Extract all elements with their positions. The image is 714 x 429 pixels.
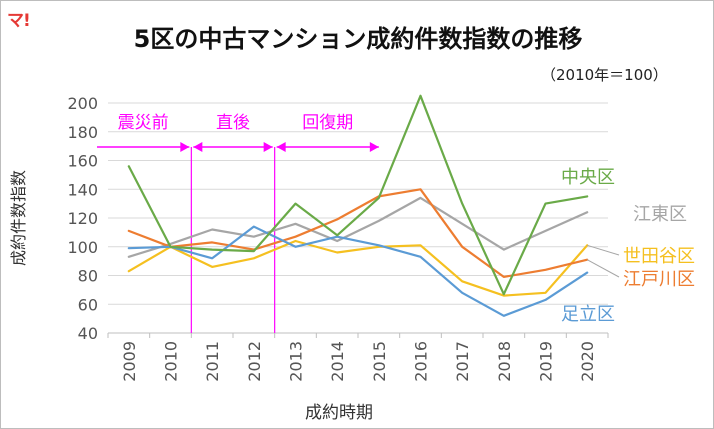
x-tick-label-2013: 2013	[287, 341, 306, 382]
series-line-江東区	[127, 196, 589, 258]
y-tick-label-140: 140	[67, 180, 98, 199]
series-label-世田谷区: 世田谷区	[623, 246, 695, 267]
chart-title: 5区の中古マンション成約件数指数の推移	[133, 25, 583, 53]
y-tick-label-120: 120	[67, 209, 98, 228]
series-line-中央区	[127, 94, 589, 296]
y-tick-label-60: 60	[78, 295, 98, 314]
period-label-3: 回復期	[302, 113, 353, 133]
brand-logo: マ!	[7, 11, 31, 31]
x-tick-label-2012: 2012	[245, 341, 264, 382]
series-label-江東区: 江東区	[633, 204, 687, 225]
series-label-足立区: 足立区	[561, 304, 615, 325]
series-line-江戸川区	[127, 188, 589, 278]
leader-line-setagaya	[587, 244, 620, 256]
y-tick-label-80: 80	[78, 267, 98, 286]
x-axis-label: 成約時期	[305, 403, 373, 423]
period-label-1: 震災前	[118, 113, 169, 133]
period-arrowhead-right-2	[263, 142, 273, 152]
series-line-世田谷区	[127, 239, 589, 297]
x-tick-label-2017: 2017	[453, 341, 472, 382]
series-label-江戸川区: 江戸川区	[623, 269, 695, 290]
x-tick-label-2019: 2019	[537, 341, 556, 382]
x-tick-label-2020: 2020	[578, 341, 597, 382]
y-tick-label-180: 180	[67, 123, 98, 142]
x-tick-label-2016: 2016	[412, 341, 431, 382]
period-arrowhead-right-1	[180, 142, 190, 152]
y-tick-label-40: 40	[78, 324, 98, 343]
y-tick-label-100: 100	[67, 238, 98, 257]
period-arrowhead-right-3	[369, 142, 379, 152]
x-tick-label-2018: 2018	[495, 341, 514, 382]
leader-line-edogawa	[586, 259, 620, 278]
x-tick-label-2014: 2014	[328, 341, 347, 382]
y-tick-label-160: 160	[67, 152, 98, 171]
period-label-2: 直後	[216, 113, 250, 133]
series-label-中央区: 中央区	[561, 167, 615, 188]
series-line-足立区	[127, 225, 589, 317]
x-tick-label-2010: 2010	[162, 341, 181, 382]
period-arrowhead-left-2	[193, 142, 203, 152]
chart-subtitle: （2010年＝100）	[541, 66, 668, 84]
y-tick-label-200: 200	[67, 94, 98, 113]
x-tick-label-2009: 2009	[120, 341, 139, 382]
period-arrowhead-left-3	[276, 142, 286, 152]
x-tick-label-2011: 2011	[203, 341, 222, 382]
x-tick-label-2015: 2015	[370, 341, 389, 382]
